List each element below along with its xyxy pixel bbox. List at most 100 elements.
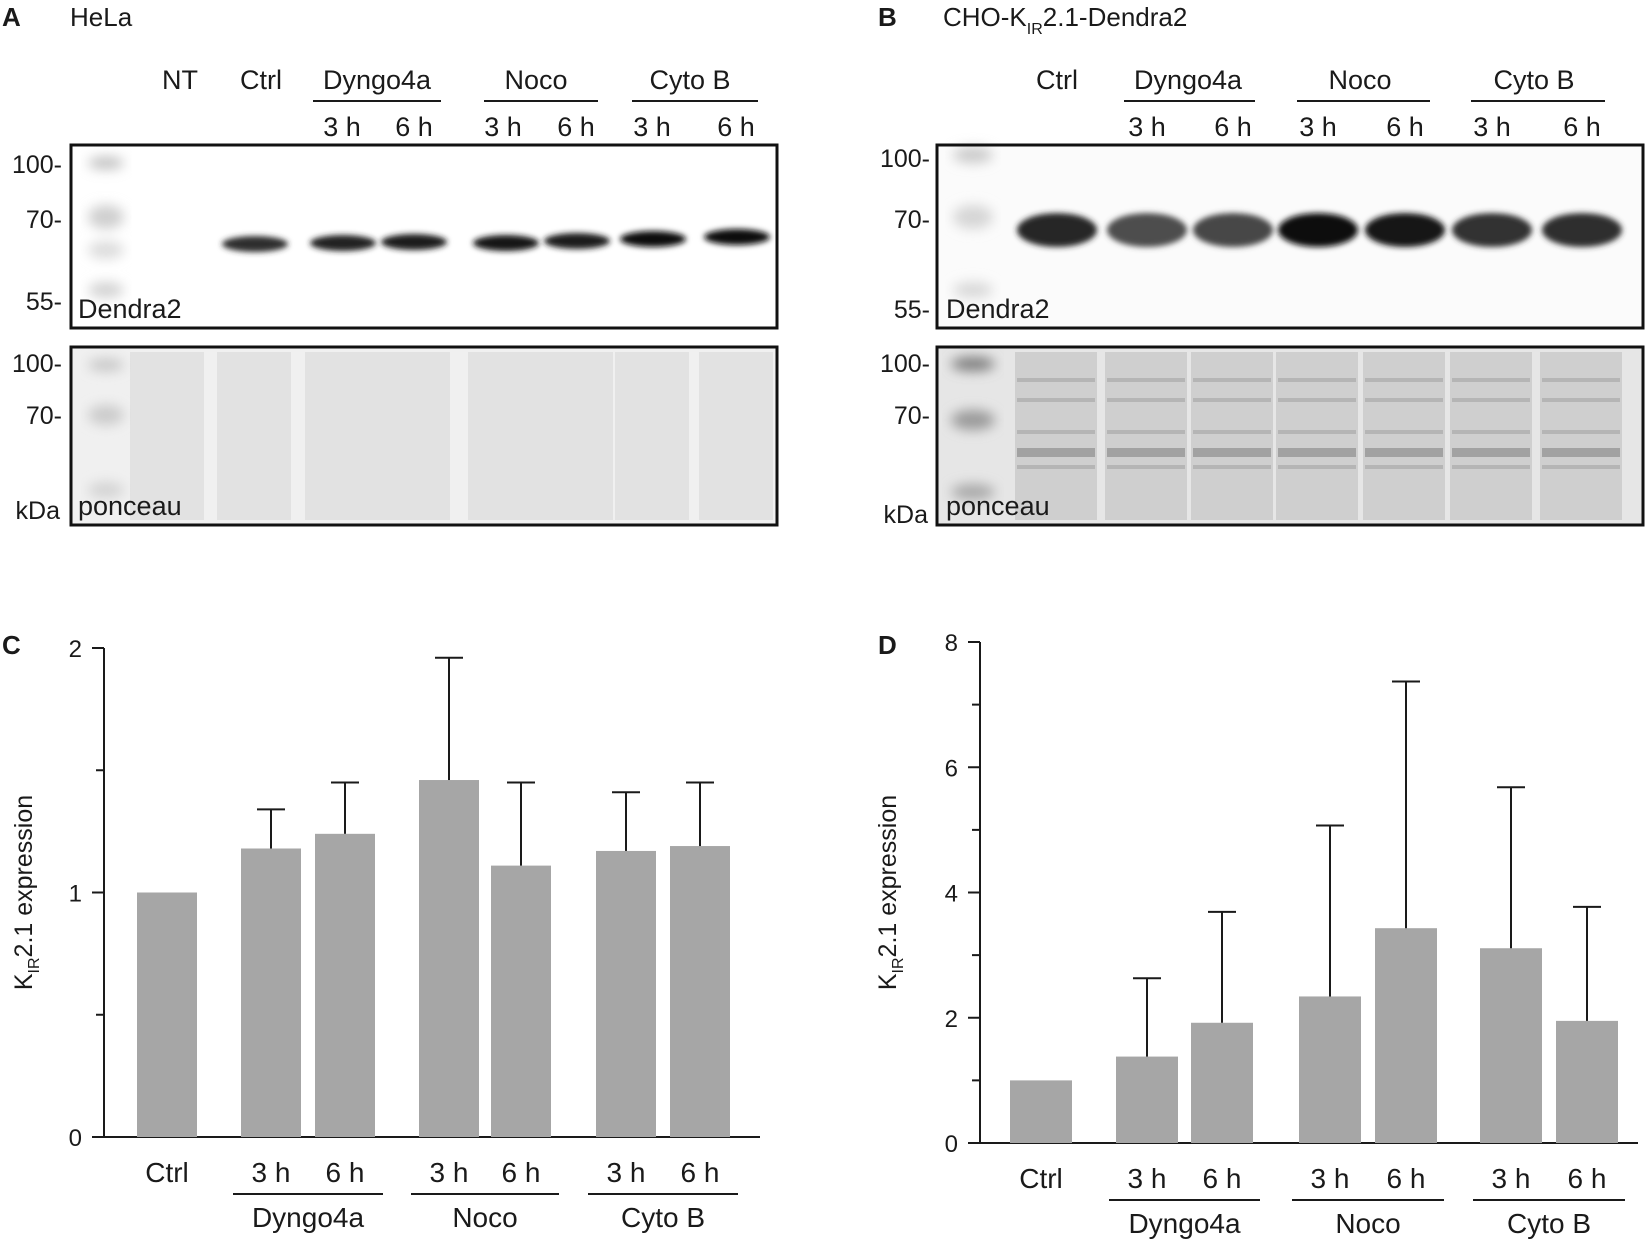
ponceau-stain-band [1278,378,1356,382]
group-label-noco: Noco [1328,65,1391,95]
ponceau-stain-band [1017,448,1095,457]
ponceau-stain-band [1278,465,1356,469]
time-label-3h: 3 h [633,112,671,142]
ponceau-lanes [130,352,773,520]
bar [315,833,375,1137]
ladder [953,147,993,298]
x-label-ctrl: Ctrl [1019,1163,1063,1194]
x-label-time: 6 h [1568,1163,1607,1194]
ladder [88,359,124,498]
bar [1191,1022,1253,1143]
group-label-cyto-b: Cyto B [649,65,730,95]
blot-label-ponceau: ponceau [946,491,1050,521]
y-tick-label: 4 [945,881,958,908]
blot-frame [69,345,779,527]
ponceau-stain-band [1365,398,1443,402]
ponceau-lane [1276,352,1358,520]
blot-label-dendra2: Dendra2 [946,294,1050,324]
x-label-group: Noco [452,1202,517,1233]
ponceau-lane [699,352,773,520]
mw-marker-70: 70- [894,402,930,430]
ponceau-stain-band [1365,465,1443,469]
y-tick-label: 2 [945,1006,958,1033]
protein-band [1017,213,1097,247]
protein-band [1193,213,1273,247]
group-label-dyngo4a: Dyngo4a [1134,65,1243,95]
x-label-time: 6 h [1203,1163,1242,1194]
group-label-cyto-b: Cyto B [1493,65,1574,95]
blot-frame [935,143,1645,330]
ponceau-lane [305,352,379,520]
group-label-dyngo4a: Dyngo4a [323,65,432,95]
protein-band [473,235,539,251]
time-label-6h: 6 h [557,112,595,142]
blot-a-ponceau: ponceau [69,345,779,527]
x-label-group: Dyngo4a [252,1202,365,1233]
time-label-6h: 6 h [1214,112,1252,142]
ponceau-stain-band [1107,398,1185,402]
time-label-3h: 3 h [484,112,522,142]
ponceau-lane [130,352,204,520]
ponceau-lane [1540,352,1622,520]
ponceau-stain-band [1017,465,1095,469]
ponceau-stain-band [1452,448,1530,457]
dendra2-bands [222,229,770,252]
y-tick-label: 6 [945,755,958,782]
protein-band [1365,213,1445,247]
y-tick-label: 0 [69,1125,82,1152]
time-label-6h: 6 h [717,112,755,142]
ponceau-lane [468,352,542,520]
group-header-cyto-b: Cyto B 3 h 6 h [1471,65,1605,142]
x-label-time: 3 h [607,1157,646,1188]
ponceau-stain-band [1278,430,1356,434]
ponceau-stain-band [1452,430,1530,434]
x-label-time: 3 h [430,1157,469,1188]
x-label-ctrl: Ctrl [145,1157,189,1188]
bar [241,848,301,1137]
ponceau-stain-band [1278,398,1356,402]
blot-label-dendra2: Dendra2 [78,294,182,324]
protein-band [1107,213,1187,247]
ponceau-stain-band [1017,398,1095,402]
group-header-noco: Noco 3 h 6 h [1297,65,1430,142]
y-tick-label: 2 [69,636,82,663]
bar [670,846,730,1137]
ladder [88,157,124,298]
y-tick-label: 1 [69,881,82,908]
group-header-cyto-b: Cyto B 3 h 6 h [632,65,758,142]
bar [1480,948,1542,1143]
ponceau-stain-band [1542,398,1620,402]
ponceau-stain-band [1542,448,1620,457]
mw-marker-70: 70- [894,206,930,234]
bar [1299,996,1361,1143]
panel-b: B CHO-KIR2.1-Dendra2 Ctrl Dyngo4a 3 h 6 … [878,2,1645,529]
blot-a-dendra2: Dendra2 [69,143,779,330]
ponceau-stain-band [1193,378,1271,382]
ponceau-lane [615,352,689,520]
time-label-6h: 6 h [1563,112,1601,142]
x-label-time: 3 h [1128,1163,1167,1194]
x-label-time: 3 h [1492,1163,1531,1194]
unit-kda: kDa [884,501,929,529]
panel-b-title: CHO-KIR2.1-Dendra2 [943,2,1187,38]
ponceau-stain-band [1542,378,1620,382]
ponceau-stain-band [1107,448,1185,457]
ponceau-stain-band [1193,465,1271,469]
time-label-3h: 3 h [1473,112,1511,142]
ponceau-stain-band [1542,430,1620,434]
ponceau-stain-band [1017,430,1095,434]
x-label-time: 6 h [502,1157,541,1188]
ladder [951,357,995,500]
bar [491,865,551,1137]
mw-marker-70: 70- [26,206,62,234]
ponceau-stain-band [1365,448,1443,457]
ponceau-lanes [1015,352,1622,520]
ponceau-lane [1363,352,1445,520]
y-axis-label: KIR2.1 expression [874,795,907,990]
panel-letter-d: D [878,630,897,660]
ponceau-stain-band [1452,398,1530,402]
panel-letter-b: B [878,2,897,32]
mw-marker-100: 100- [880,350,930,378]
x-label-time: 6 h [1387,1163,1426,1194]
